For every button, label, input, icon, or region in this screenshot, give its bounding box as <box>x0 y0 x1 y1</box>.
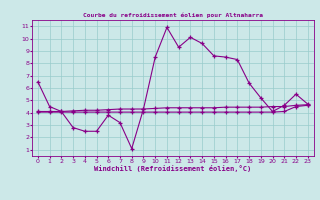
Title: Courbe du refroidissement éolien pour Altnaharra: Courbe du refroidissement éolien pour Al… <box>83 13 263 18</box>
X-axis label: Windchill (Refroidissement éolien,°C): Windchill (Refroidissement éolien,°C) <box>94 165 252 172</box>
